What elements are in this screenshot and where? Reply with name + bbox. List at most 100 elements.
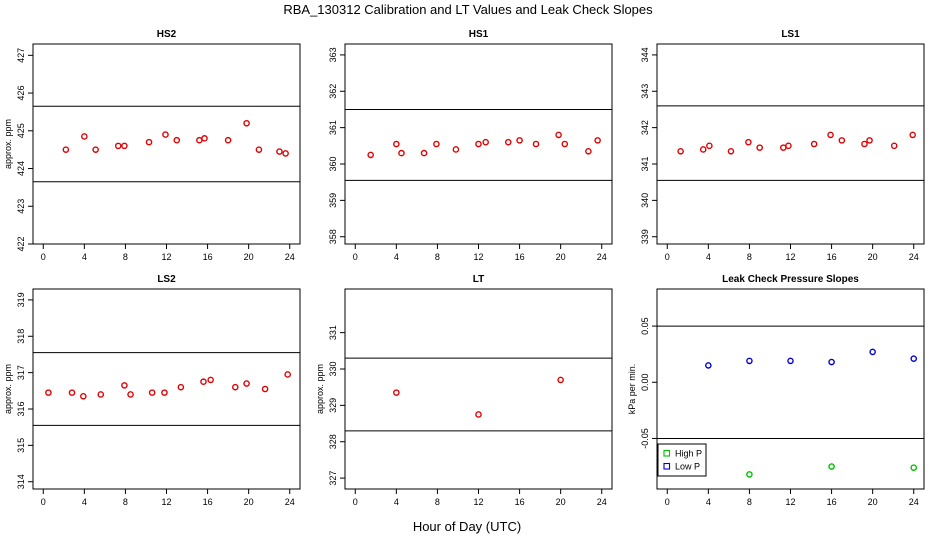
data-point xyxy=(367,151,374,159)
xtick-label: 24 xyxy=(909,252,919,262)
xtick-label: 20 xyxy=(244,252,254,262)
data-point xyxy=(838,137,846,144)
legend-label: High P xyxy=(675,449,702,459)
data-point xyxy=(557,376,564,384)
xtick-label: 8 xyxy=(747,252,752,262)
data-point xyxy=(243,119,250,127)
panel-lt: LT 0 4 8 12 16 20 24 327 328 329 330 331 approx. ppm xyxy=(315,274,613,507)
data-point xyxy=(145,138,153,146)
panel-ls1: LS1 0 4 8 12 16 20 24 339 340 341 342 343 344 xyxy=(640,29,925,262)
data-point xyxy=(745,138,752,146)
data-point xyxy=(475,140,482,148)
data-point xyxy=(810,140,818,148)
data-point xyxy=(148,389,156,396)
data-point xyxy=(393,389,400,396)
xtick-label: 0 xyxy=(353,252,358,262)
data-point xyxy=(68,389,76,396)
data-point xyxy=(162,131,169,138)
ytick-label: 331 xyxy=(328,325,338,340)
data-point xyxy=(677,147,684,155)
data-point xyxy=(173,136,181,144)
data-point xyxy=(866,137,873,144)
data-point xyxy=(532,140,540,148)
data-point xyxy=(869,348,876,356)
xtick-label: 8 xyxy=(123,252,128,262)
data-point xyxy=(207,376,214,384)
data-point xyxy=(276,148,283,155)
ytick-label: 330 xyxy=(328,361,338,376)
data-point xyxy=(756,144,763,151)
data-point xyxy=(121,382,128,389)
xtick-label: 16 xyxy=(203,497,213,507)
ytick-label: 340 xyxy=(640,193,650,208)
xtick-label: 20 xyxy=(556,252,566,262)
data-point xyxy=(828,358,835,366)
data-point xyxy=(780,144,787,151)
data-point xyxy=(121,142,128,150)
xtick-label: 8 xyxy=(747,497,752,507)
data-point xyxy=(475,411,482,418)
ytick-label: 343 xyxy=(640,84,650,99)
ytick-label: 319 xyxy=(16,292,26,307)
data-point xyxy=(80,392,87,400)
panel-title-lt: LT xyxy=(473,274,484,285)
data-point xyxy=(705,362,712,369)
panel-title-ls2: LS2 xyxy=(157,274,176,285)
plot-frame-lt xyxy=(344,288,613,490)
ytick-label: 341 xyxy=(640,156,650,171)
xtick-label: 4 xyxy=(706,497,711,507)
panel-title-hs1: HS1 xyxy=(469,29,489,40)
xtick-label: 20 xyxy=(556,497,566,507)
ytick-label: 0.00 xyxy=(640,373,650,391)
xtick-label: 4 xyxy=(394,497,399,507)
xtick-label: 20 xyxy=(868,252,878,262)
ytick-label: 425 xyxy=(16,123,26,138)
xtick-label: 8 xyxy=(435,252,440,262)
xtick-label: 12 xyxy=(785,252,795,262)
panel-ls2: LS2 0 4 8 12 16 20 24 314 315 316 317 318 319 approx. … xyxy=(3,274,301,507)
data-point xyxy=(201,135,208,142)
xtick-label: 12 xyxy=(161,497,171,507)
ylabel-hs2: approx. ppm xyxy=(3,119,13,169)
data-point xyxy=(746,357,753,365)
plot-frame-hs1 xyxy=(344,43,613,245)
ytick-label: 363 xyxy=(328,47,338,62)
data-point xyxy=(92,146,99,153)
xtick-label: 16 xyxy=(515,497,525,507)
xtick-label: 20 xyxy=(244,497,254,507)
data-point xyxy=(420,149,428,157)
xtick-label: 20 xyxy=(868,497,878,507)
xtick-label: 8 xyxy=(435,497,440,507)
data-point xyxy=(261,385,269,393)
ytick-label: 361 xyxy=(328,120,338,135)
data-point xyxy=(196,136,203,144)
xtick-label: 16 xyxy=(827,497,837,507)
panel-title-hs2: HS2 xyxy=(157,29,177,40)
panel-title-ls1: LS1 xyxy=(781,29,800,40)
data-point xyxy=(827,131,834,139)
legend: High P Low P xyxy=(657,443,707,477)
ytick-label: 316 xyxy=(16,401,26,416)
xtick-label: 0 xyxy=(353,497,358,507)
data-point xyxy=(282,150,289,157)
xtick-label: 8 xyxy=(123,497,128,507)
xtick-label: 0 xyxy=(41,497,46,507)
xtick-label: 24 xyxy=(285,497,295,507)
ytick-label: 362 xyxy=(328,84,338,99)
ytick-label: 317 xyxy=(16,365,26,380)
xtick-label: 24 xyxy=(597,497,607,507)
data-point xyxy=(255,146,263,153)
data-point xyxy=(861,140,868,148)
data-point xyxy=(706,142,713,150)
data-point xyxy=(746,471,753,478)
data-point xyxy=(890,142,898,150)
xtick-label: 12 xyxy=(161,252,171,262)
figure-xlabel: Hour of Day (UTC) xyxy=(413,519,521,534)
ytick-label: 328 xyxy=(328,434,338,449)
ytick-label: 359 xyxy=(328,193,338,208)
ytick-label: 360 xyxy=(328,156,338,171)
data-point xyxy=(504,138,512,146)
xtick-label: 24 xyxy=(285,252,295,262)
ytick-label: 423 xyxy=(16,199,26,214)
